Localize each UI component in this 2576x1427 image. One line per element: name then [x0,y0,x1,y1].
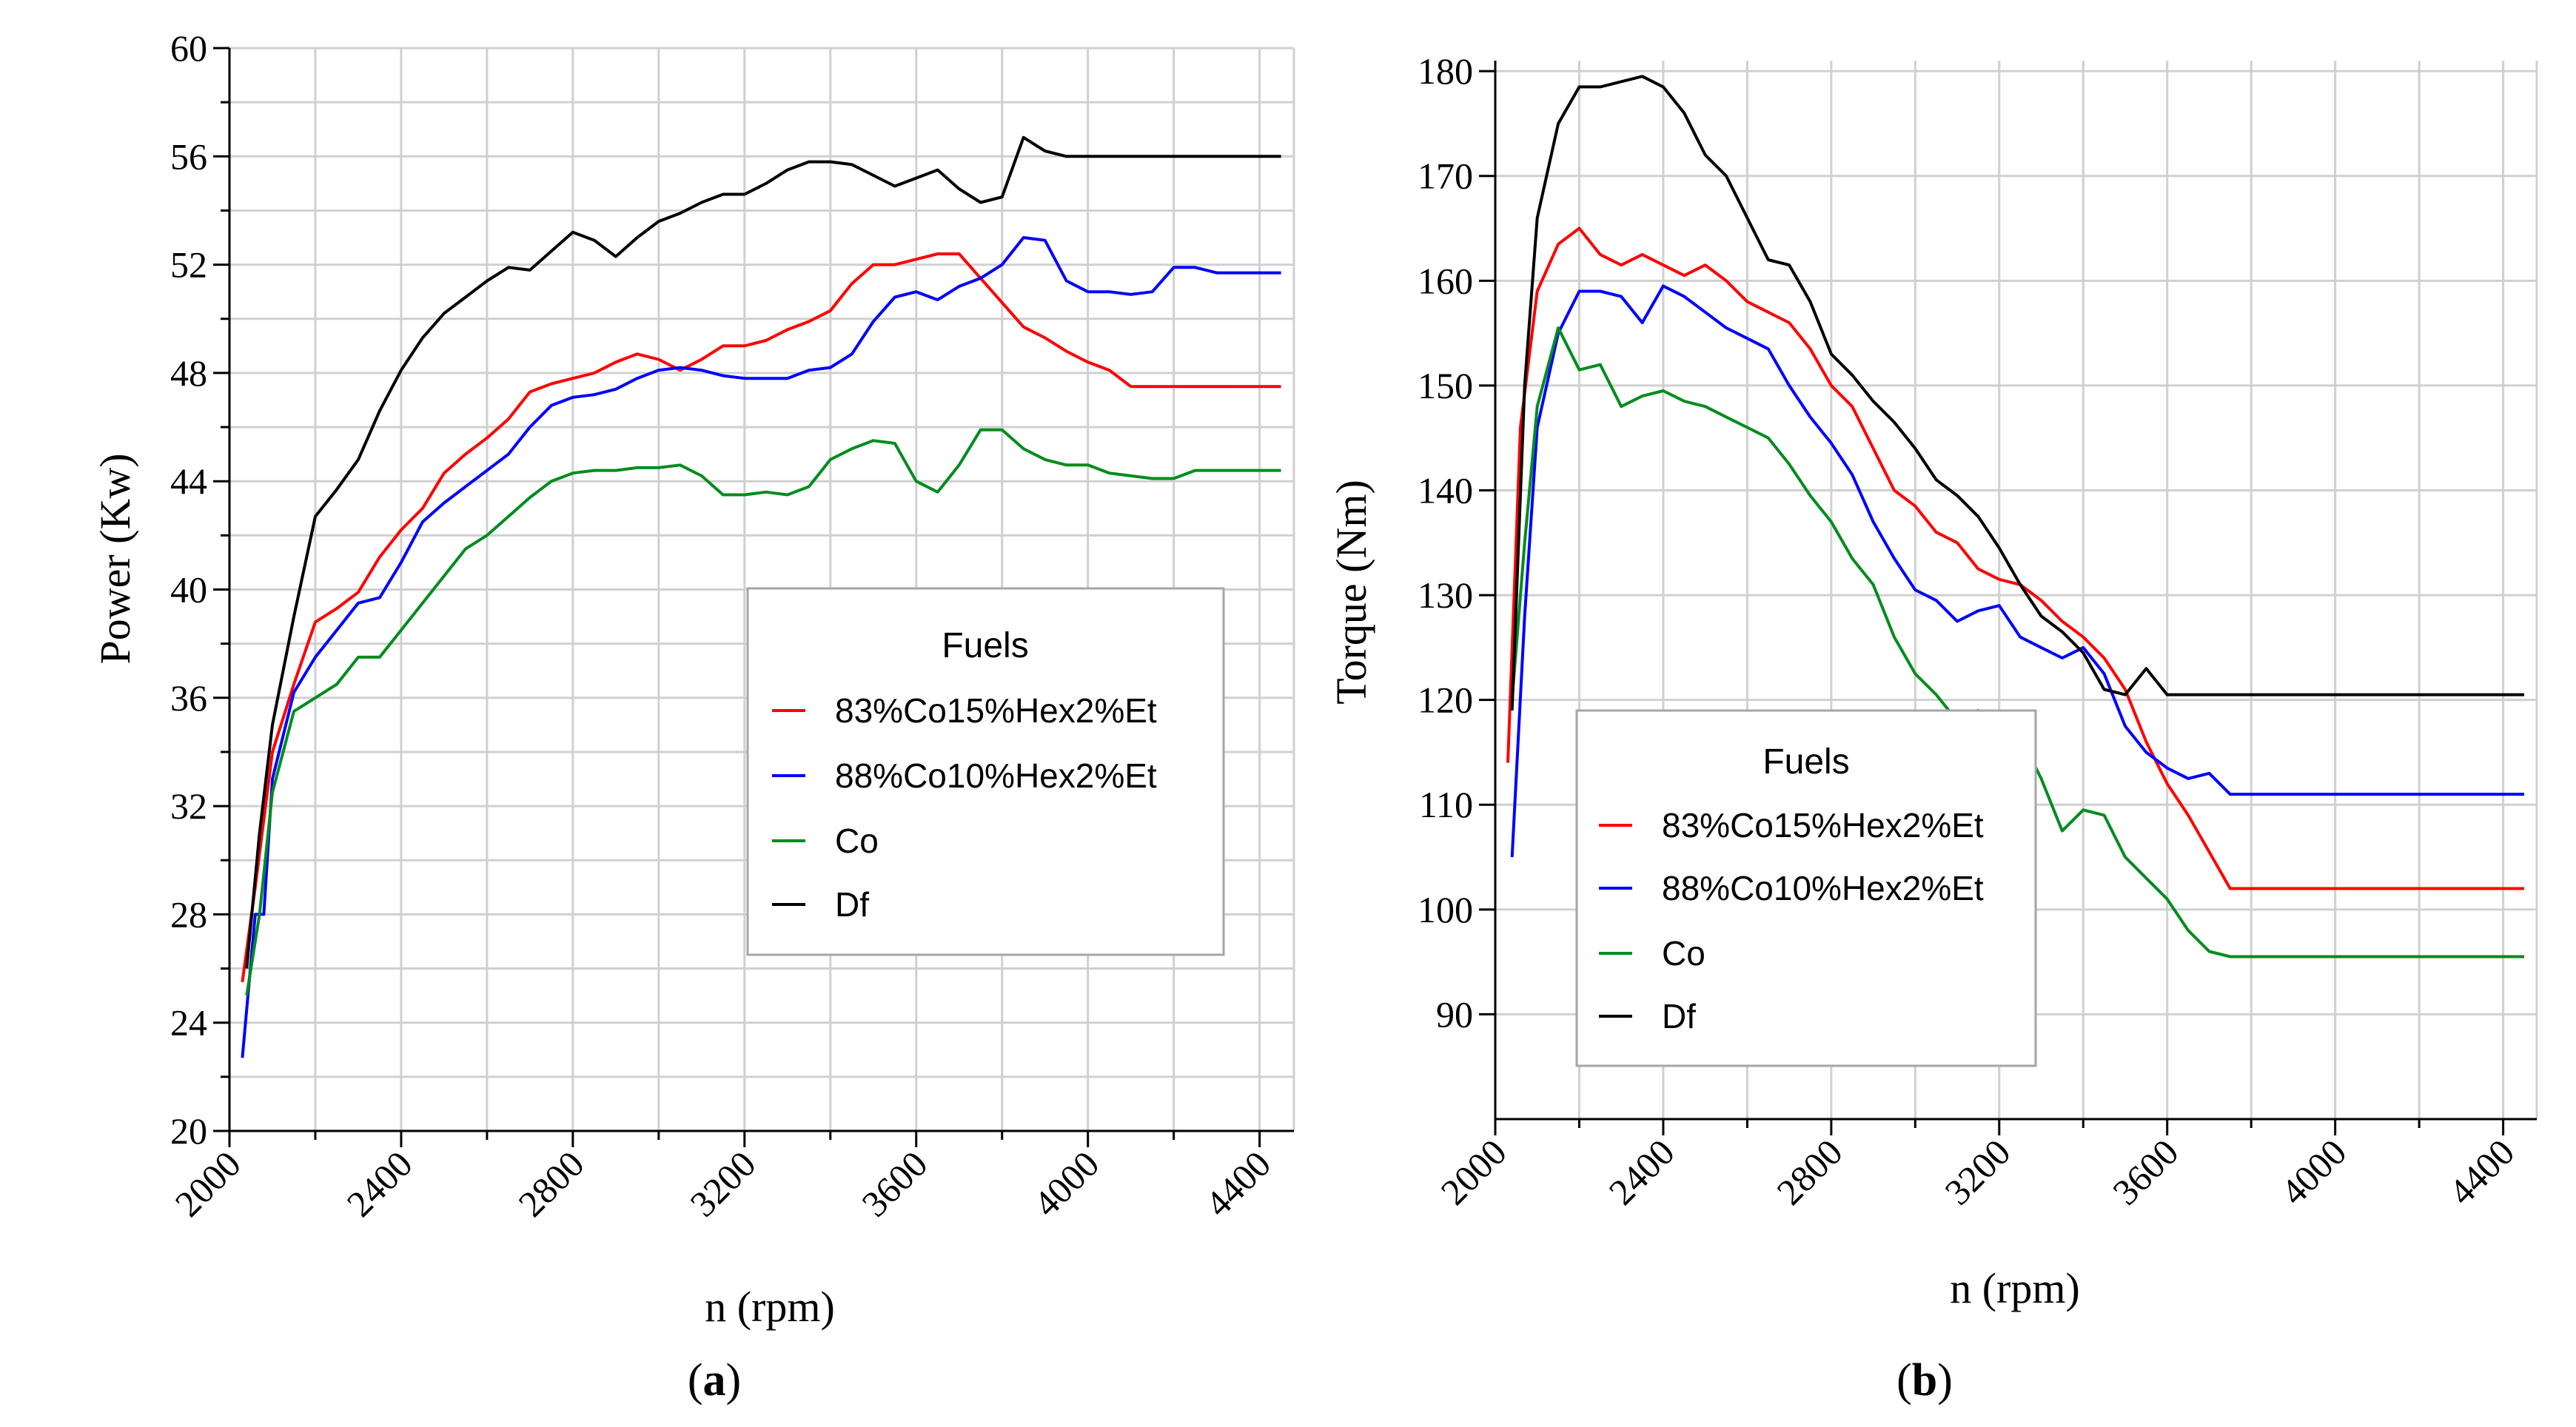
power-y-axis-title: Power (Kw) [91,453,139,664]
torque-x-tick-label: 3200 [1936,1131,2018,1212]
torque-y-tick-label: 160 [1418,260,1473,301]
power-chart-series [241,135,1281,1058]
torque-y-tick-labels: 90 100 110 120 130 140 150 160 170 180 [1418,50,1473,1035]
power-series-line-3 [245,428,1281,996]
power-legend: Fuels 83%Co15%Hex2%Et 88%Co10%Hex2%Et Co… [746,587,1225,956]
torque-legend-entry: Df [1662,997,1696,1035]
torque-x-tick-label: 4400 [2441,1131,2522,1212]
power-panel-label: (a) [688,1355,741,1406]
torque-legend: Fuels 83%Co15%Hex2%Et 88%Co10%Hex2%Et Co… [1575,709,2037,1067]
power-y-tick-label: 40 [170,569,207,611]
power-legend-entry: Df [835,885,869,924]
torque-x-tick-labels: 2000 2400 2800 3200 3600 4000 4400 [1432,1131,2522,1212]
torque-legend-box [1575,709,2037,1067]
torque-y-tick-label: 90 [1436,993,1473,1035]
power-x-tick-label: 4000 [1025,1143,1107,1224]
power-series-line-4 [245,135,1281,969]
power-series-line-2 [241,236,1281,1058]
power-legend-entry: 88%Co10%Hex2%Et [835,756,1157,795]
torque-x-axis-title: n (rpm) [1950,1264,2080,1312]
power-y-tick-label: 28 [170,893,207,935]
power-x-axis-title: n (rpm) [705,1283,835,1331]
power-legend-box [746,587,1225,956]
torque-y-axis-title: Torque (Nm) [1327,480,1375,705]
torque-panel-label: (b) [1896,1355,1953,1406]
torque-series-line-4 [1510,75,2524,711]
torque-y-tick-label: 180 [1418,50,1473,92]
power-legend-entry: Co [835,822,879,860]
power-x-tick-label: 2400 [338,1143,420,1224]
torque-y-tick-label: 100 [1418,889,1473,930]
torque-y-tick-label: 120 [1418,679,1473,721]
torque-chart: 2000 2400 2800 3200 3600 4000 4400 90 100 110 120… [1327,50,2538,1406]
power-x-tick-label: 3600 [853,1143,935,1224]
torque-chart-axes [1479,61,2537,1135]
power-y-tick-labels: 20 24 28 32 36 40 44 48 52 56 60 [170,27,207,1152]
torque-x-tick-label: 4000 [2273,1131,2354,1212]
torque-x-tick-label: 3600 [2104,1131,2186,1212]
power-x-tick-label: 4400 [1197,1143,1278,1224]
power-chart-axes [213,47,1294,1147]
torque-y-tick-label: 170 [1418,155,1473,197]
torque-legend-entry: Co [1662,934,1705,973]
torque-y-tick-label: 140 [1418,469,1473,511]
torque-legend-entry: 83%Co15%Hex2%Et [1662,806,1984,845]
power-y-tick-label: 60 [170,27,207,69]
power-y-tick-label: 48 [170,352,207,394]
torque-x-tick-label: 2400 [1600,1131,1682,1212]
torque-x-tick-label: 2800 [1768,1131,1850,1212]
power-x-tick-label: 2000 [167,1143,248,1224]
torque-series-line-2 [1510,284,2524,858]
power-y-tick-label: 32 [170,785,207,827]
power-legend-entry: 83%Co15%Hex2%Et [835,691,1157,730]
power-x-tick-label: 3200 [682,1143,763,1224]
torque-y-tick-label: 150 [1418,365,1473,406]
torque-y-tick-label: 130 [1418,574,1473,616]
power-y-tick-label: 20 [170,1110,207,1152]
power-chart: 2000 2400 2800 3200 3600 4000 4400 20 24 28 32 36 4… [91,27,1295,1406]
power-y-tick-label: 24 [170,1002,207,1044]
power-y-tick-label: 44 [170,460,207,502]
torque-y-tick-label: 110 [1419,784,1473,825]
torque-legend-entry: 88%Co10%Hex2%Et [1662,869,1984,907]
torque-legend-title: Fuels [1762,742,1849,782]
power-x-tick-label: 2800 [510,1143,591,1224]
power-y-tick-label: 36 [170,677,207,719]
power-y-tick-label: 56 [170,135,207,177]
torque-x-tick-label: 2000 [1432,1131,1514,1212]
power-legend-title: Fuels [942,626,1028,665]
power-x-tick-labels: 2000 2400 2800 3200 3600 4000 4400 [167,1143,1278,1224]
power-y-tick-label: 52 [170,244,207,286]
power-series-line-1 [241,252,1281,983]
